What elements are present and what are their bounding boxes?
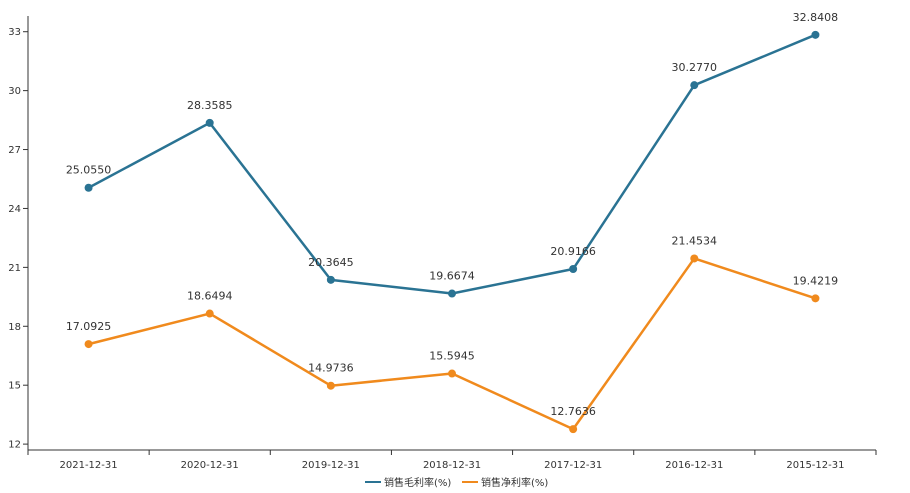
legend-label-1: 销售毛利率(%) (384, 476, 451, 489)
data-labels: 25.0550 28.3585 20.3645 19.6674 20.9166 30.27… (66, 11, 838, 418)
data-label: 19.4219 (793, 274, 839, 287)
x-tick-label: 2015-12-31 (786, 460, 844, 471)
data-label: 30.2770 (672, 61, 718, 74)
data-point (84, 183, 93, 192)
data-label: 15.5945 (429, 350, 475, 363)
data-label: 12.7636 (550, 405, 596, 418)
data-point (690, 81, 699, 90)
data-label: 18.6494 (187, 290, 233, 303)
series-line-2 (88, 257, 816, 431)
series-group (84, 30, 820, 434)
x-tick-label: 2020-12-31 (181, 460, 239, 471)
data-label: 21.4534 (672, 234, 718, 247)
x-tick-label: 2016-12-31 (665, 460, 723, 471)
data-label: 28.3585 (187, 99, 233, 112)
data-label: 25.0550 (66, 164, 112, 177)
data-point (448, 369, 456, 378)
x-tick-label: 2019-12-31 (302, 460, 360, 471)
data-point (569, 265, 578, 274)
data-point (448, 289, 456, 298)
data-point (205, 118, 214, 127)
data-point (690, 254, 699, 263)
y-tick-label: 30 (8, 86, 21, 97)
data-point (326, 275, 335, 284)
y-tick-label: 24 (8, 204, 21, 215)
x-tick-label: 2017-12-31 (544, 460, 602, 471)
axes: 12 15 18 21 24 27 30 33 2021-12-31 2020-12-31 2019… (8, 16, 877, 471)
data-label: 20.9166 (550, 245, 596, 258)
data-label: 19.6674 (429, 270, 475, 283)
x-tick-label: 2018-12-31 (423, 460, 481, 471)
data-label: 20.3645 (308, 256, 354, 269)
y-tick-label: 15 (8, 381, 21, 392)
y-tick-label: 33 (8, 27, 21, 38)
x-tick-label: 2021-12-31 (60, 460, 118, 471)
data-label: 17.0925 (66, 320, 112, 333)
data-point (326, 381, 335, 390)
y-tick-label: 21 (8, 263, 21, 274)
legend: 销售毛利率(%) 销售净利率(%) (365, 476, 548, 489)
data-point (811, 30, 820, 39)
y-tick-label: 27 (8, 145, 21, 156)
legend-label-2: 销售净利率(%) (481, 476, 548, 489)
data-label: 32.8408 (793, 11, 839, 24)
y-tick-label: 18 (8, 322, 21, 333)
data-point (84, 340, 93, 349)
y-tick-label: 12 (8, 440, 21, 451)
data-label: 14.9736 (308, 362, 354, 375)
data-point (569, 425, 578, 434)
data-point (811, 294, 820, 303)
data-point (205, 309, 214, 318)
